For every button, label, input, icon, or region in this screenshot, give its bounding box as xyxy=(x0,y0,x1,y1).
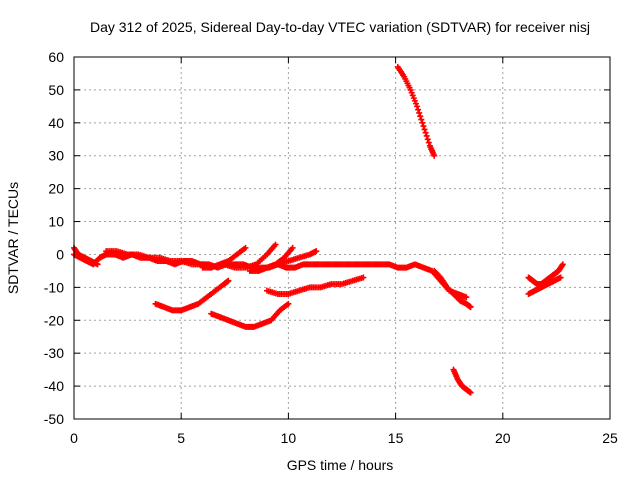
series-arc-14 xyxy=(525,261,566,288)
data-point xyxy=(419,119,426,126)
x-tick-label: 5 xyxy=(177,430,185,446)
y-tick-label: 50 xyxy=(48,82,64,98)
x-tick-label: 15 xyxy=(388,430,404,446)
series-arc-11 xyxy=(394,63,438,159)
data-point xyxy=(289,244,296,251)
data-point xyxy=(422,129,429,136)
x-axis-label: GPS time / hours xyxy=(287,457,394,473)
data-point xyxy=(423,132,430,139)
data-point xyxy=(415,106,422,113)
data-point xyxy=(242,244,249,251)
series-arc-2 xyxy=(71,244,101,268)
y-tick-label: -30 xyxy=(44,345,64,361)
data-point xyxy=(557,274,564,281)
data-point xyxy=(360,274,367,281)
series-arc-4 xyxy=(199,244,249,271)
data-point xyxy=(424,136,431,143)
series-arc-5 xyxy=(221,241,279,271)
data-point xyxy=(425,139,432,146)
y-tick-label: -20 xyxy=(44,312,64,328)
series-arc-13 xyxy=(431,267,474,311)
data-point xyxy=(467,304,474,311)
x-tick-label: 0 xyxy=(70,430,78,446)
chart-title: Day 312 of 2025, Sidereal Day-to-day VTE… xyxy=(90,19,590,35)
data-point xyxy=(414,103,421,110)
data-point xyxy=(417,113,424,120)
data-point xyxy=(94,261,101,268)
x-tick-label: 25 xyxy=(602,430,618,446)
y-tick-label: 10 xyxy=(48,214,64,230)
data-points xyxy=(71,63,566,396)
data-point xyxy=(272,241,279,248)
data-point xyxy=(467,389,474,396)
data-point xyxy=(559,261,566,268)
series-arc-9 xyxy=(208,300,292,330)
plot-frame xyxy=(73,56,611,420)
x-tick-label: 20 xyxy=(495,430,511,446)
y-tick-label: 0 xyxy=(56,246,64,262)
y-tick-label: 40 xyxy=(48,115,64,131)
axis-ticks: 0 5 10 15 20 25 -50 -40 -30 -20 -10 0 10 20 30 40 50 60 xyxy=(44,49,618,446)
data-point xyxy=(463,294,470,301)
data-point xyxy=(225,277,232,284)
data-point xyxy=(416,109,423,116)
x-tick-label: 10 xyxy=(281,430,297,446)
y-axis-label: SDTVAR / TECUs xyxy=(5,182,21,294)
y-tick-label: 30 xyxy=(48,148,64,164)
series-arc-7 xyxy=(255,248,320,274)
data-point xyxy=(431,152,438,159)
y-tick-label: -50 xyxy=(44,411,64,427)
grid-lines xyxy=(74,57,610,419)
series-arc-3 xyxy=(103,248,206,268)
series-arc-8 xyxy=(152,277,232,314)
y-tick-label: -10 xyxy=(44,279,64,295)
data-point xyxy=(285,300,292,307)
series-arc-15 xyxy=(525,274,564,297)
y-tick-label: 60 xyxy=(48,49,64,65)
series-arc-12 xyxy=(450,366,474,396)
series-arc-10 xyxy=(263,274,367,297)
y-tick-label: 20 xyxy=(48,181,64,197)
data-point xyxy=(313,248,320,255)
y-tick-label: -40 xyxy=(44,378,64,394)
data-point xyxy=(418,116,425,123)
data-point xyxy=(420,123,427,130)
data-point xyxy=(421,126,428,133)
